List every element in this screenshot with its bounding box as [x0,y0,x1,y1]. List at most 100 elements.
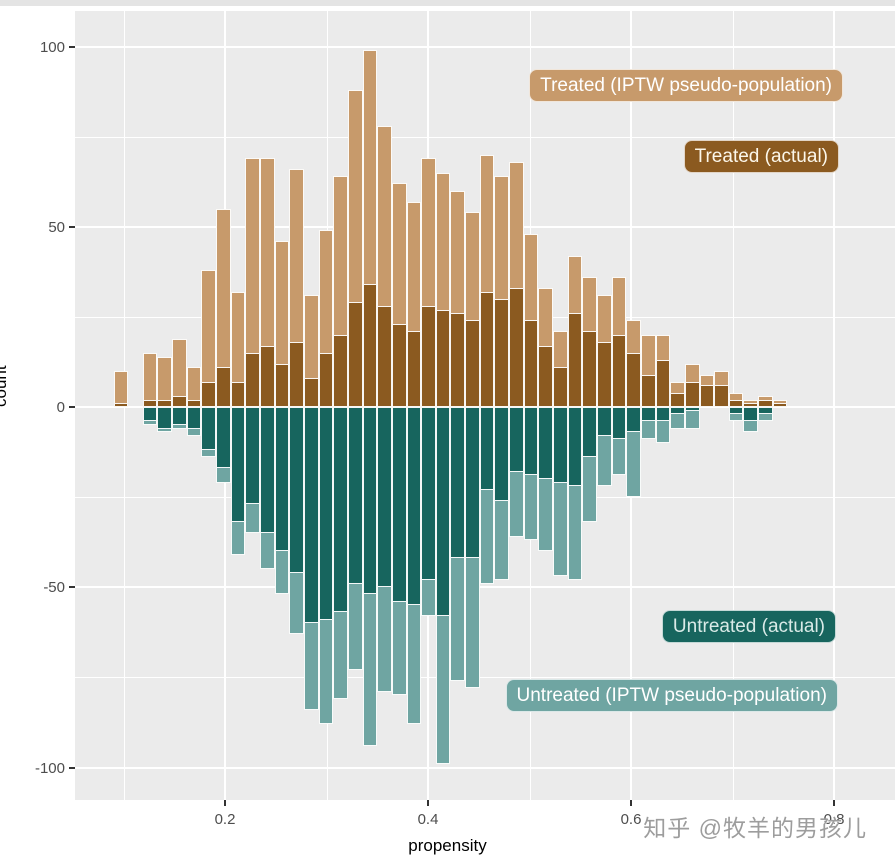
histogram-bar-treated_actual [626,353,641,407]
histogram-bar-treated_actual [553,367,568,407]
histogram-bar-treated_actual [392,324,407,407]
x-tick-label: 0.8 [823,811,845,828]
histogram-bar-treated_actual [700,385,714,407]
y-axis-tick [69,766,75,769]
legend-badge-untreated_pseudo: Untreated (IPTW pseudo-population) [505,679,838,712]
histogram-bar-treated_actual [494,299,509,407]
histogram-bar-treated_actual [524,320,538,407]
gridline-minor-h [75,677,895,679]
histogram-bar-untreated_actual [421,407,436,580]
histogram-bar-untreated_actual [743,407,758,421]
histogram-bar-treated_actual [407,331,421,407]
histogram-bar-untreated_actual [289,407,304,573]
histogram-bar-treated_actual [201,382,216,407]
histogram-bar-treated_actual [568,313,582,407]
legend-badge-untreated_actual: Untreated (actual) [661,610,836,643]
histogram-bar-untreated_actual [450,407,465,558]
histogram-bar-untreated_actual [363,407,377,594]
legend-badge-treated_actual: Treated (actual) [683,140,839,173]
y-tick-label: -100 [34,759,65,777]
histogram-bar-treated_actual [231,382,245,407]
histogram-bar-untreated_actual [626,407,641,432]
y-axis-tick [69,586,75,589]
histogram-bar-treated_actual [289,342,304,407]
histogram-bar-untreated_actual [685,407,700,411]
x-tick-label: 0.6 [620,811,642,828]
histogram-bar-untreated_actual [260,407,275,533]
histogram-bar-treated_actual [143,400,157,407]
histogram-bar-untreated_actual [333,407,348,612]
histogram-bar-untreated_actual [201,407,216,450]
histogram-bar-treated_actual [260,346,275,407]
histogram-bar-treated_actual [480,292,494,407]
histogram-bar-untreated_actual [612,407,626,439]
histogram-bar-treated_actual [714,385,729,407]
gridline-major-h [75,45,895,48]
histogram-bar-treated_actual [509,288,524,407]
histogram-bar-untreated_actual [407,407,421,605]
gridline-minor-h [75,136,895,138]
histogram-bar-untreated_actual [582,407,597,457]
x-axis-tick [427,800,429,806]
y-tick-label: -50 [43,579,65,597]
y-axis-tick [69,406,75,408]
histogram-bar-untreated_actual [670,407,685,414]
histogram-bar-untreated_actual [392,407,407,602]
histogram-bar-untreated_actual [157,407,172,429]
histogram-bar-treated_actual [743,403,758,407]
gridline-major-h [75,766,895,769]
histogram-bar-treated_actual [304,378,319,407]
histogram-bar-treated_pseudo [114,371,128,407]
y-axis-title: count [0,365,10,407]
histogram-bar-treated_actual [421,306,436,407]
x-tick-label: 0.4 [417,811,439,828]
histogram-bar-untreated_actual [656,407,670,421]
histogram-bar-treated_actual [670,393,685,407]
histogram-bar-untreated_actual [187,407,201,429]
histogram-bar-treated_actual [597,342,612,407]
histogram-bar-untreated_actual [275,407,289,551]
histogram-bar-untreated_actual [319,407,333,620]
histogram-bar-treated_pseudo [143,353,157,407]
histogram-bar-untreated_actual [245,407,260,504]
histogram-bar-treated_actual [465,320,480,407]
x-axis-tick [224,800,226,806]
top-strip [0,0,895,6]
watermark: 知乎 @牧羊的男孩儿 [643,815,867,841]
y-tick-label: 0 [56,399,65,416]
histogram-bar-untreated_actual [568,407,582,486]
histogram-bar-untreated_actual [216,407,231,468]
histogram-bar-untreated_actual [597,407,612,436]
histogram-bar-untreated_actual [641,407,656,421]
x-tick-label: 0.2 [214,811,236,828]
x-axis-title: propensity [408,836,487,855]
y-tick-label: 50 [48,218,65,236]
histogram-bar-untreated_actual [143,407,157,421]
legend-badge-treated_pseudo: Treated (IPTW pseudo-population) [529,69,843,102]
histogram-bar-treated_actual [363,284,377,407]
histogram-bar-treated_actual [114,403,128,407]
histogram-bar-untreated_actual [304,407,319,623]
x-axis-tick [630,800,632,806]
histogram-bar-untreated_actual [465,407,480,558]
histogram-bar-untreated_actual [348,407,363,584]
histogram-bar-treated_actual [450,313,465,407]
histogram-bar-treated_actual [275,364,289,407]
gridline-major-h [75,586,895,589]
histogram-bar-treated_actual [436,310,450,407]
histogram-bar-treated_actual [157,400,172,407]
histogram-bar-treated_actual [319,353,333,407]
histogram-bar-untreated_actual [524,407,538,475]
histogram-bar-treated_actual [582,331,597,407]
histogram-bar-treated_actual [773,403,787,407]
histogram-bar-untreated_actual [538,407,553,479]
y-axis-tick [69,225,75,228]
gridline-major-v [833,11,835,800]
x-axis-tick [833,800,835,806]
histogram-bar-treated_actual [656,360,670,407]
histogram-bar-untreated_actual [480,407,494,490]
histogram-bar-treated_actual [538,346,553,407]
histogram-bar-untreated_actual [377,407,392,587]
histogram-bar-treated_actual [348,302,363,407]
